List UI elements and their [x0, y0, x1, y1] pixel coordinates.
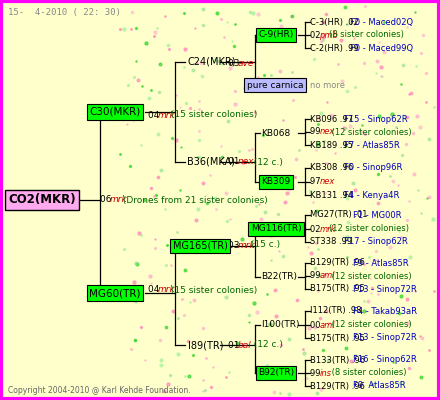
Text: (15 sister colonies): (15 sister colonies) [168, 110, 257, 120]
Text: MG116(TR): MG116(TR) [251, 224, 301, 234]
Text: nex: nex [319, 128, 335, 136]
Text: (12 sister colonies): (12 sister colonies) [329, 272, 411, 280]
Text: 01: 01 [228, 340, 242, 350]
Text: C-2(HR) .99: C-2(HR) .99 [310, 44, 364, 52]
Text: (12 c.): (12 c.) [248, 340, 283, 350]
Text: B175(TR) .95: B175(TR) .95 [310, 284, 370, 294]
Text: MG165(TR): MG165(TR) [172, 241, 227, 251]
Text: C-3(HR) .02: C-3(HR) .02 [310, 18, 364, 26]
Text: 02: 02 [310, 224, 323, 234]
Text: F16 - Sinop62R: F16 - Sinop62R [353, 356, 417, 364]
Text: (8 sister colonies): (8 sister colonies) [329, 30, 403, 40]
Text: bal: bal [238, 340, 252, 350]
Text: F13 - Sinop72R: F13 - Sinop72R [353, 334, 417, 342]
Text: 02: 02 [310, 30, 323, 40]
Text: B129(TR) .96: B129(TR) .96 [310, 382, 370, 390]
Text: 04: 04 [148, 110, 162, 120]
Text: B175(TR) .95: B175(TR) .95 [310, 334, 370, 342]
Text: aml: aml [319, 320, 335, 330]
Text: B133(TR) .96: B133(TR) .96 [310, 356, 370, 364]
Text: 99: 99 [310, 128, 323, 136]
Text: 04: 04 [148, 286, 162, 294]
Text: ave: ave [238, 58, 254, 68]
Text: KB189 .95: KB189 .95 [310, 140, 358, 150]
Text: pure carnica: pure carnica [247, 80, 303, 90]
Text: C30(MKR): C30(MKR) [89, 107, 141, 117]
Text: F9 - Atlas85R: F9 - Atlas85R [353, 258, 409, 268]
Text: I112(TR) .98: I112(TR) .98 [310, 306, 367, 316]
Text: F4 - Kenya4R: F4 - Kenya4R [344, 190, 400, 200]
Text: F9  Atlas85R: F9 Atlas85R [353, 382, 406, 390]
Text: B22(TR): B22(TR) [261, 272, 297, 282]
Text: (Drones from 21 sister colonies): (Drones from 21 sister colonies) [120, 196, 268, 204]
Text: 15-  4-2010 ( 22: 30): 15- 4-2010 ( 22: 30) [8, 8, 121, 17]
Text: CO2(MKR): CO2(MKR) [8, 194, 76, 206]
Text: MG60(TR): MG60(TR) [89, 288, 141, 298]
Text: mrk: mrk [319, 224, 336, 234]
Text: F7 - Atlas85R: F7 - Atlas85R [344, 140, 400, 150]
Text: F1 - MG00R: F1 - MG00R [353, 210, 402, 220]
Text: KB131 .94: KB131 .94 [310, 190, 358, 200]
Text: B92(TR): B92(TR) [258, 368, 294, 378]
Text: (12 c.): (12 c.) [248, 158, 283, 166]
Text: F13 - Sinop72R: F13 - Sinop72R [353, 284, 417, 294]
Text: (8 sister colonies): (8 sister colonies) [329, 368, 406, 378]
Text: 01: 01 [228, 158, 242, 166]
Text: F15 - Sinop62R: F15 - Sinop62R [344, 114, 408, 124]
Text: nex: nex [238, 158, 255, 166]
Text: I100(TR): I100(TR) [261, 320, 300, 330]
Text: F4 - Takab93aR: F4 - Takab93aR [353, 306, 418, 316]
Text: no more: no more [310, 80, 345, 90]
Text: mrk: mrk [238, 240, 256, 250]
Text: B36(MKA): B36(MKA) [187, 157, 235, 167]
Text: (12 sister colonies): (12 sister colonies) [329, 320, 411, 330]
Text: pmb: pmb [319, 30, 338, 40]
Text: aml: aml [319, 272, 335, 280]
Text: KB308 .96: KB308 .96 [310, 164, 359, 172]
Text: 03: 03 [228, 58, 242, 68]
Text: F17 - Sinop62R: F17 - Sinop62R [344, 238, 408, 246]
Text: KB309: KB309 [261, 178, 291, 186]
Text: mrk: mrk [158, 286, 176, 294]
Text: (15 c.): (15 c.) [248, 240, 280, 250]
Text: 99: 99 [310, 368, 323, 378]
Text: C-9(HR): C-9(HR) [258, 30, 293, 40]
Text: 06: 06 [100, 196, 114, 204]
Text: ins: ins [319, 368, 331, 378]
Text: mrk: mrk [110, 196, 128, 204]
Text: F0 - Maced99Q: F0 - Maced99Q [350, 44, 414, 52]
Text: KB068: KB068 [261, 128, 290, 138]
Text: (15 sister colonies): (15 sister colonies) [168, 286, 257, 294]
Text: F0 - Sinop96R: F0 - Sinop96R [344, 164, 403, 172]
Text: 99: 99 [310, 272, 323, 280]
Text: Copyright 2004-2010 @ Karl Kehde Foundation.: Copyright 2004-2010 @ Karl Kehde Foundat… [8, 386, 191, 395]
Text: (12 sister colonies): (12 sister colonies) [329, 224, 409, 234]
Text: ST338 .99: ST338 .99 [310, 238, 357, 246]
Text: KB096 .97: KB096 .97 [310, 114, 358, 124]
Text: nex: nex [319, 178, 335, 186]
Text: C24(MKR): C24(MKR) [187, 57, 235, 67]
Text: 03: 03 [228, 240, 242, 250]
Text: 00: 00 [310, 320, 323, 330]
Text: I89(TR): I89(TR) [188, 340, 224, 350]
Text: 97: 97 [310, 178, 323, 186]
Text: MG27(TR) .01: MG27(TR) .01 [310, 210, 373, 220]
Text: mrk: mrk [158, 110, 176, 120]
Text: (12 sister colonies): (12 sister colonies) [329, 128, 411, 136]
Text: B129(TR) .96: B129(TR) .96 [310, 258, 370, 268]
Text: F0 - Maced02Q: F0 - Maced02Q [350, 18, 414, 26]
